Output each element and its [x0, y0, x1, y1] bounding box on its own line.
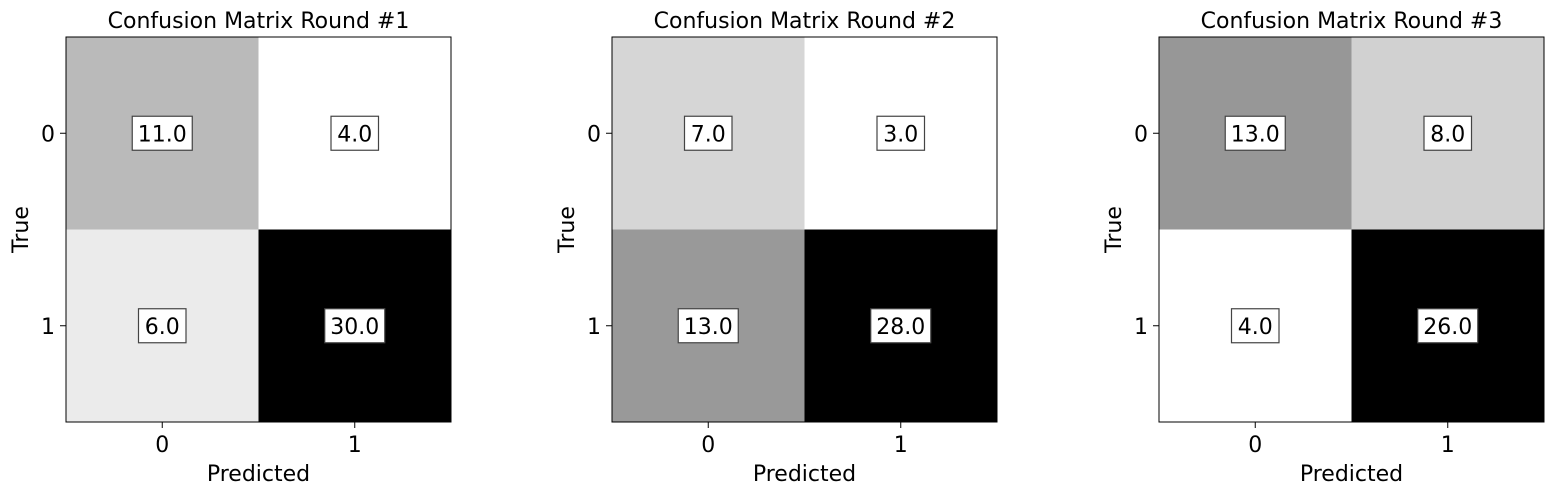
- cell-value-label: 13.0: [684, 315, 733, 340]
- y-tick-label: 0: [1134, 122, 1148, 147]
- cell-label-box: [876, 115, 926, 151]
- x-axis-label: Predicted: [753, 462, 856, 487]
- confusion-matrix-panel-2: 7.0 3.0 13.0 28.0 0 1 0 1 Confusion Matrix Round…: [555, 9, 998, 487]
- cell-label-box: [324, 308, 386, 344]
- y-tick-label: 1: [1134, 315, 1148, 340]
- x-tick-label: 0: [701, 433, 715, 458]
- plot-frame: [65, 36, 452, 423]
- y-axis-label: True: [1102, 206, 1127, 254]
- cell-value-label: 8.0: [1430, 122, 1465, 147]
- cell-value-label: 28.0: [876, 315, 925, 340]
- plot-frame: [611, 36, 998, 423]
- cell-value-label: 13.0: [1231, 122, 1280, 147]
- y-axis-label: True: [9, 206, 34, 254]
- cell-label-box: [870, 308, 932, 344]
- x-tick-label: 0: [155, 433, 169, 458]
- y-tick-label: 0: [41, 122, 55, 147]
- cell-value-label: 7.0: [691, 122, 726, 147]
- cell-value-label: 3.0: [883, 122, 918, 147]
- cell-label-box: [1423, 115, 1473, 151]
- cell-label-box: [677, 308, 739, 344]
- cell-value-label: 4.0: [337, 122, 372, 147]
- x-tick-label: 1: [1441, 433, 1455, 458]
- chart-title: Confusion Matrix Round #3: [1201, 9, 1503, 34]
- x-tick-label: 1: [894, 433, 908, 458]
- chart-title: Confusion Matrix Round #1: [108, 9, 410, 34]
- cell-label-box: [330, 115, 380, 151]
- x-tick-label: 0: [1248, 433, 1262, 458]
- cell-value-label: 26.0: [1423, 315, 1472, 340]
- cell-label-box: [1224, 115, 1286, 151]
- confusion-matrix-panel-1: 11.0 4.0 6.0 30.0 0 1 0 1 Confusion Matrix Round…: [9, 9, 452, 487]
- x-axis-label: Predicted: [1300, 462, 1403, 487]
- y-tick-label: 1: [587, 315, 601, 340]
- cell-value-label: 11.0: [138, 122, 187, 147]
- cell-label-box: [1230, 308, 1280, 344]
- x-axis-label: Predicted: [207, 462, 310, 487]
- x-tick-label: 1: [348, 433, 362, 458]
- confusion-matrix-panel-3: 13.0 8.0 4.0 26.0 0 1 0 1 Confusion Matrix Round…: [1102, 9, 1545, 487]
- cell-value-label: 30.0: [330, 315, 379, 340]
- cell-value-label: 4.0: [1238, 315, 1273, 340]
- plot-frame: [1158, 36, 1545, 423]
- y-tick-label: 0: [587, 122, 601, 147]
- chart-title: Confusion Matrix Round #2: [654, 9, 956, 34]
- cell-label-box: [1417, 308, 1479, 344]
- y-tick-label: 1: [41, 315, 55, 340]
- cell-label-box: [131, 115, 193, 151]
- y-axis-label: True: [555, 206, 580, 254]
- cell-label-box: [683, 115, 733, 151]
- cell-label-box: [137, 308, 187, 344]
- cell-value-label: 6.0: [145, 315, 180, 340]
